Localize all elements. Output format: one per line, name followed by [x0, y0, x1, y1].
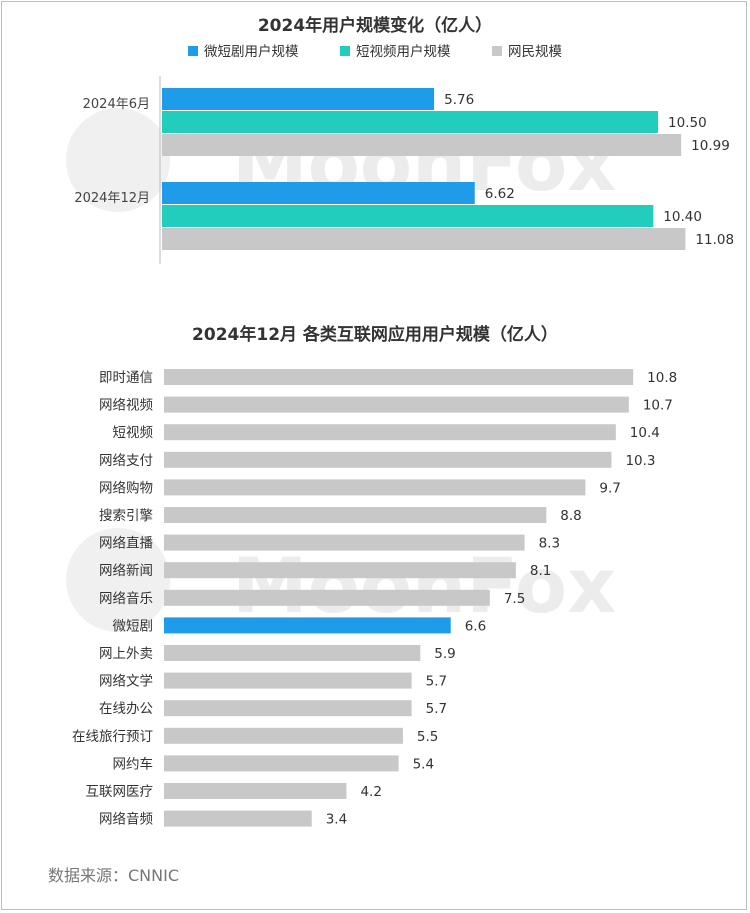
- source-note: 数据来源：CNNIC: [48, 866, 179, 885]
- value-label: 8.3: [539, 536, 560, 552]
- value-label: 4.2: [360, 784, 381, 800]
- bar: [164, 700, 412, 717]
- bar: [164, 783, 347, 799]
- value-label: 10.4: [630, 425, 660, 441]
- value-label: 9.7: [599, 480, 620, 496]
- value-label: 8.1: [530, 563, 551, 579]
- legend-swatch: [340, 46, 350, 56]
- value-label: 5.7: [426, 674, 447, 690]
- category-label: 2024年6月: [83, 97, 150, 112]
- category-label: 网络视频: [99, 398, 153, 414]
- chart1-bars: [162, 88, 686, 250]
- chart2-value-labels: 10.8 10.7 10.4 10.3 9.7 8.88.3 8.1 7.5 6.6 5.9 5.7…: [326, 370, 678, 828]
- bar: [164, 755, 399, 772]
- category-label: 即时通信: [99, 370, 153, 386]
- bar: [162, 88, 435, 110]
- value-label: 5.5: [417, 729, 438, 745]
- value-label: 5.7: [426, 701, 447, 717]
- watermark-bottom: MoonFox: [66, 528, 616, 632]
- bar: [164, 507, 547, 523]
- category-label: 网络音频: [99, 811, 153, 828]
- chart1-category-labels: 2024年6月 2024年12月: [74, 97, 150, 206]
- value-label: 10.8: [647, 370, 677, 386]
- category-label: 互联网医疗: [86, 784, 154, 800]
- category-label: 搜索引擎: [99, 508, 153, 524]
- bar: [164, 451, 612, 468]
- bar: [164, 534, 525, 551]
- category-label: 2024年12月: [74, 191, 150, 206]
- bar: [164, 645, 421, 661]
- legend-label: 短视频用户规模: [356, 43, 451, 60]
- value-label: 3.4: [326, 812, 347, 828]
- bar: [162, 205, 654, 227]
- bar: [164, 562, 516, 579]
- chart2-category-labels: 即时通信网络视频短视频网络支付网络购物搜索引擎网络直播网络新闻网络音乐微短剧网上…: [72, 370, 153, 828]
- legend-label: 网民规模: [508, 44, 562, 60]
- legend-swatch: [188, 46, 198, 56]
- chart2-bars: [164, 369, 634, 827]
- legend-swatch: [492, 46, 502, 56]
- watermark-text: MoonFox: [232, 541, 616, 630]
- chart1-legend: 微短剧用户规模 短视频用户规模 网民规模: [188, 43, 562, 60]
- value-label: 5.9: [434, 646, 455, 662]
- chart2-title: 2024年12月 各类互联网应用用户规模（亿人）: [192, 324, 558, 345]
- value-label: 5.4: [413, 756, 434, 772]
- chart1-title: 2024年用户规模变化（亿人）: [258, 15, 492, 36]
- bar: [162, 182, 475, 204]
- value-label: 6.6: [465, 618, 486, 634]
- watermark-logo-icon: [66, 108, 170, 212]
- chart-user-scale-change: 2024年用户规模变化（亿人） 微短剧用户规模 短视频用户规模 网民规模 2024年…: [74, 15, 734, 264]
- category-label: 网约车: [113, 755, 154, 772]
- category-label: 网络新闻: [99, 563, 153, 579]
- value-label: 10.40: [663, 209, 702, 225]
- value-label: 7.5: [504, 591, 525, 607]
- category-label: 网上外卖: [99, 646, 153, 662]
- value-label: 10.99: [691, 138, 730, 154]
- category-label: 网络直播: [99, 536, 153, 552]
- value-label: 10.3: [625, 453, 655, 469]
- category-label: 短视频: [113, 425, 154, 441]
- category-label: 微短剧: [113, 618, 154, 634]
- watermark-logo-icon: [66, 528, 170, 632]
- value-label: 6.62: [485, 186, 515, 202]
- category-label: 网络音乐: [99, 590, 153, 607]
- category-label: 网络文学: [99, 674, 153, 690]
- bar: [164, 424, 616, 441]
- legend-label: 微短剧用户规模: [204, 43, 299, 60]
- value-label: 5.76: [444, 92, 474, 108]
- bar: [164, 810, 312, 827]
- bar: [162, 134, 682, 156]
- bar: [162, 111, 659, 133]
- category-label: 在线办公: [99, 701, 153, 717]
- bar: [164, 396, 629, 413]
- bar: [164, 727, 403, 744]
- chart-app-user-scale: 2024年12月 各类互联网应用用户规模（亿人） 即时通信网络视频短视频网络支付…: [72, 324, 677, 828]
- category-label: 网络支付: [99, 453, 153, 469]
- bar: [164, 479, 586, 496]
- value-label: 11.08: [695, 232, 734, 248]
- category-label: 网络购物: [99, 480, 153, 496]
- bar: [162, 228, 686, 250]
- bar: [164, 617, 451, 634]
- chart1-value-labels: 5.76 10.50 10.99 6.62 10.40 11.08: [444, 92, 734, 248]
- value-label: 10.50: [668, 115, 707, 131]
- category-label: 在线旅行预订: [72, 729, 153, 745]
- bar: [164, 672, 412, 689]
- value-label: 10.7: [643, 398, 673, 414]
- value-label: 8.8: [560, 508, 581, 524]
- bar: [164, 369, 634, 385]
- bar: [164, 589, 490, 606]
